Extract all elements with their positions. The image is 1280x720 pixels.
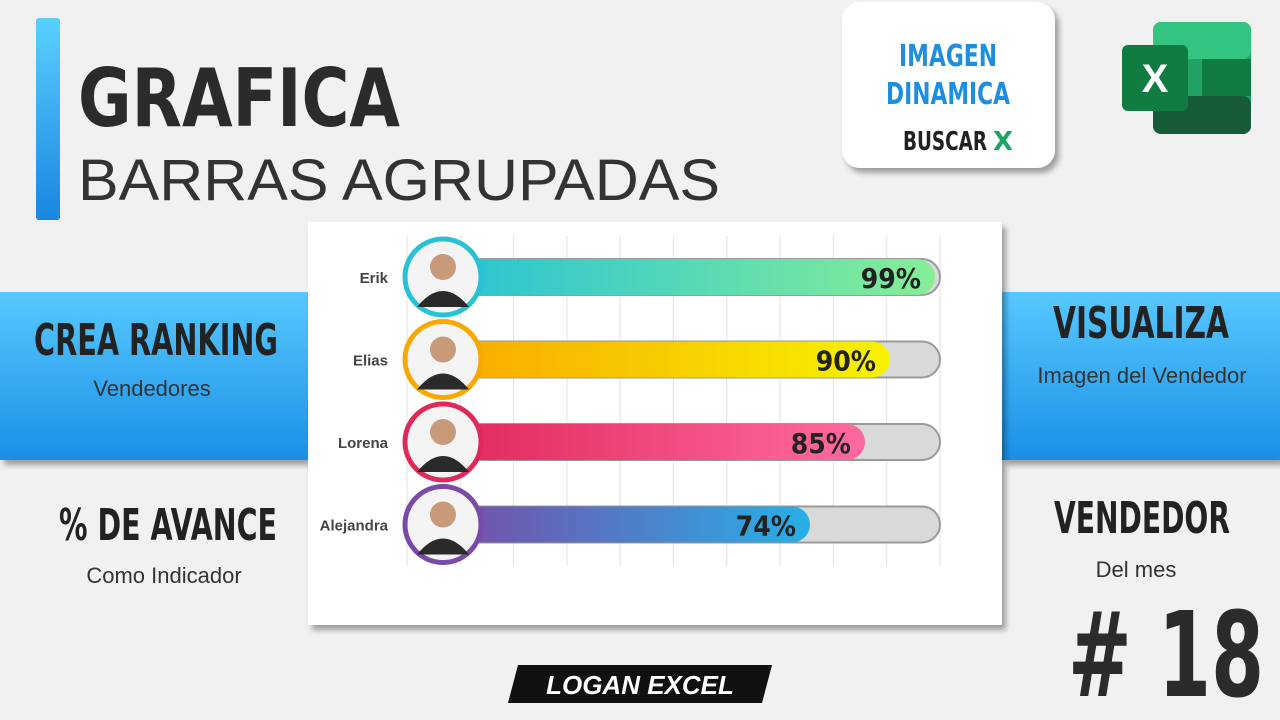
- badge-line: DINAMICA: [886, 77, 1011, 112]
- title: GRAFICA: [78, 52, 400, 145]
- panel-sub: Del mes: [1096, 557, 1177, 582]
- panel-heading: CREA RANKING: [34, 315, 278, 366]
- value-label: 99%: [861, 262, 921, 295]
- panel-sub: Vendedores: [93, 376, 210, 401]
- panel-sub: Imagen del Vendedor: [1037, 363, 1246, 388]
- badge-func: BUSCAR: [903, 127, 987, 157]
- bar: [440, 506, 810, 543]
- avatar-body: [417, 456, 469, 472]
- chart: 99% Erik 90% Elias 85% Lorena 74% Alejandra: [320, 236, 941, 566]
- bar: [440, 259, 935, 295]
- footer-box: [508, 665, 772, 703]
- panel-heading: VENDEDOR: [1054, 493, 1230, 544]
- badge-card: [842, 2, 1055, 168]
- value-label: 90%: [816, 345, 876, 378]
- accent-bar: [36, 18, 60, 220]
- episode-number: # 18: [1068, 586, 1264, 720]
- logo-letter: X: [1142, 57, 1169, 101]
- excel-logo: X: [1122, 22, 1251, 134]
- avatar-head: [430, 254, 456, 280]
- avatar-head: [430, 501, 456, 528]
- avatar-head: [430, 336, 456, 363]
- category-label: Erik: [360, 270, 389, 287]
- avatar-head: [430, 419, 456, 445]
- value-label: 74%: [736, 510, 796, 543]
- category-label: Elias: [353, 353, 388, 370]
- category-label: Alejandra: [320, 518, 389, 535]
- right-band: [1002, 292, 1280, 460]
- avatar-body: [417, 538, 469, 555]
- badge-line: IMAGEN: [899, 39, 997, 74]
- avatar-body: [417, 373, 469, 390]
- subtitle: BARRAS AGRUPADAS: [78, 148, 720, 213]
- value-label: 85%: [791, 427, 851, 460]
- category-label: Lorena: [338, 435, 389, 452]
- panel-heading: VISUALIZA: [1053, 298, 1229, 349]
- avatar-body: [417, 291, 469, 307]
- bar: [440, 341, 890, 378]
- panel-heading: % DE AVANCE: [59, 500, 277, 551]
- badge-func-letter: X: [993, 127, 1013, 157]
- left-band: [0, 292, 308, 460]
- footer-text: LOGAN EXCEL: [546, 670, 734, 700]
- bar: [440, 424, 865, 460]
- panel-sub: Como Indicador: [86, 563, 241, 588]
